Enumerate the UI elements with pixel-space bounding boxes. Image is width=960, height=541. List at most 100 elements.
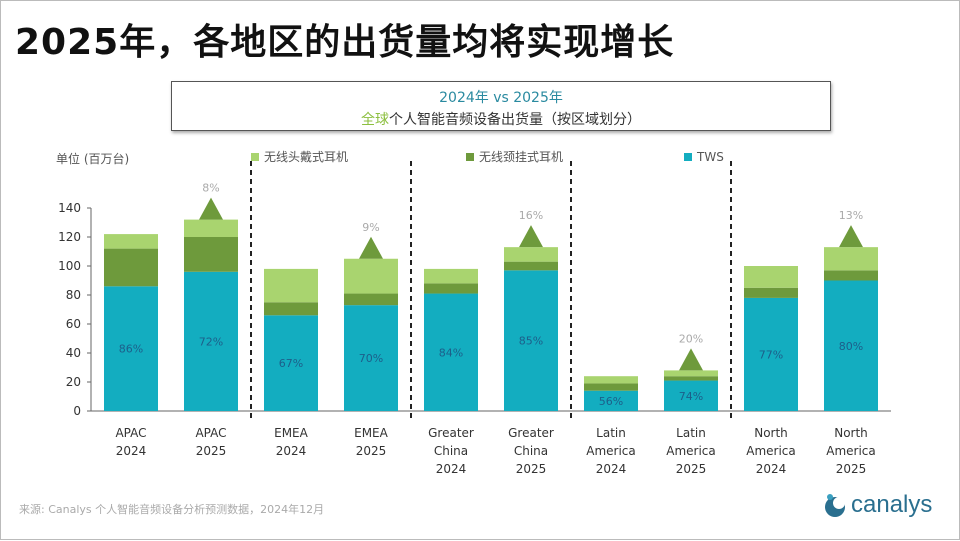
y-tick-label: 120 xyxy=(58,230,81,244)
x-tick-label: 2025 xyxy=(676,462,707,476)
bar-segment-无线头戴式耳机 xyxy=(744,266,798,288)
bar-segment-TWS xyxy=(264,315,318,411)
y-axis-label: 单位 (百万台) xyxy=(56,151,129,166)
y-tick-label: 40 xyxy=(66,346,81,360)
growth-arrow-icon xyxy=(679,348,703,371)
growth-arrow-icon xyxy=(839,225,863,248)
tws-share-label: 85% xyxy=(519,335,543,348)
legend-label: 无线头戴式耳机 xyxy=(264,149,348,164)
x-tick-label: 2024 xyxy=(596,462,627,476)
bar-segment-TWS xyxy=(664,380,718,411)
legend-swatch xyxy=(251,153,259,161)
x-tick-label: EMEA xyxy=(354,426,389,440)
x-tick-label: 2025 xyxy=(196,444,227,458)
bar-segment-无线颈挂式耳机 xyxy=(664,376,718,381)
x-tick-label: 2024 xyxy=(756,462,787,476)
tws-share-label: 67% xyxy=(279,357,303,370)
x-tick-label: 2025 xyxy=(836,462,867,476)
bar-segment-无线头戴式耳机 xyxy=(584,376,638,384)
bar-segment-TWS xyxy=(104,286,158,411)
subtitle-text: 个人智能音频设备出货量（按区域划分） xyxy=(389,112,641,128)
x-tick-label: China xyxy=(514,444,548,458)
x-tick-label: Latin xyxy=(676,426,706,440)
bar-segment-无线头戴式耳机 xyxy=(424,268,478,284)
chart-subtitle-box: 2024年 vs 2025年 全球个人智能音频设备出货量（按区域划分） xyxy=(171,81,831,131)
y-tick-label: 140 xyxy=(58,201,81,215)
bar-segment-无线颈挂式耳机 xyxy=(504,261,558,271)
growth-label: 13% xyxy=(839,209,863,222)
y-tick-label: 80 xyxy=(66,288,81,302)
bar-segment-TWS xyxy=(584,390,638,411)
bar-segment-无线颈挂式耳机 xyxy=(424,283,478,294)
growth-label: 9% xyxy=(362,221,379,234)
y-tick-label: 60 xyxy=(66,317,81,331)
x-tick-label: 2024 xyxy=(436,462,467,476)
legend-swatch xyxy=(684,153,692,161)
legend-label: TWS xyxy=(696,150,724,164)
x-tick-label: Greater xyxy=(428,426,474,440)
x-tick-label: 2024 xyxy=(116,444,147,458)
tws-share-label: 84% xyxy=(439,346,463,359)
tws-share-label: 56% xyxy=(599,395,623,408)
bar-segment-无线头戴式耳机 xyxy=(104,234,158,249)
bar-segment-TWS xyxy=(184,271,238,411)
x-tick-label: EMEA xyxy=(274,426,309,440)
tws-share-label: 72% xyxy=(199,335,223,348)
bar-segment-无线颈挂式耳机 xyxy=(104,248,158,287)
bar-segment-无线颈挂式耳机 xyxy=(184,237,238,272)
bar-segment-无线颈挂式耳机 xyxy=(264,302,318,316)
x-tick-label: Greater xyxy=(508,426,554,440)
bar-segment-无线颈挂式耳机 xyxy=(344,293,398,306)
source-note: 来源: Canalys 个人智能音频设备分析预测数据，2024年12月 xyxy=(19,503,325,516)
x-tick-label: North xyxy=(754,426,788,440)
chart-subtitle: 全球个人智能音频设备出货量（按区域划分） xyxy=(172,109,830,129)
growth-label: 16% xyxy=(519,209,543,222)
bar-segment-无线头戴式耳机 xyxy=(344,258,398,294)
growth-label: 8% xyxy=(202,182,219,195)
canalys-logo: canalys xyxy=(821,491,932,519)
bar-segment-无线头戴式耳机 xyxy=(664,370,718,377)
bar-segment-TWS xyxy=(424,293,478,411)
legend-swatch xyxy=(466,153,474,161)
y-tick-label: 20 xyxy=(66,375,81,389)
chart-subtitle-years: 2024年 vs 2025年 xyxy=(439,90,563,106)
x-tick-label: China xyxy=(434,444,468,458)
y-tick-label: 100 xyxy=(58,259,81,273)
bar-segment-TWS xyxy=(504,270,558,411)
growth-label: 20% xyxy=(679,332,703,345)
tws-share-label: 74% xyxy=(679,390,703,403)
canalys-logo-icon xyxy=(825,494,845,517)
bar-segment-TWS xyxy=(344,305,398,411)
x-tick-label: APAC xyxy=(195,426,226,440)
tws-share-label: 70% xyxy=(359,352,383,365)
bar-segment-TWS xyxy=(824,280,878,411)
x-tick-label: America xyxy=(746,444,796,458)
x-tick-label: North xyxy=(834,426,868,440)
bar-segment-无线头戴式耳机 xyxy=(824,247,878,271)
x-tick-label: America xyxy=(666,444,716,458)
x-tick-label: America xyxy=(826,444,876,458)
growth-arrow-icon xyxy=(519,225,543,248)
x-tick-label: 2025 xyxy=(356,444,387,458)
bar-segment-无线头戴式耳机 xyxy=(184,219,238,237)
tws-share-label: 80% xyxy=(839,340,863,353)
bar-segment-无线头戴式耳机 xyxy=(264,268,318,303)
x-tick-label: America xyxy=(586,444,636,458)
x-tick-label: 2024 xyxy=(276,444,307,458)
tws-share-label: 77% xyxy=(759,348,783,361)
bar-segment-无线颈挂式耳机 xyxy=(824,270,878,281)
x-tick-label: 2025 xyxy=(516,462,547,476)
x-tick-label: Latin xyxy=(596,426,626,440)
growth-arrow-icon xyxy=(199,197,223,220)
subtitle-highlight: 全球 xyxy=(361,112,389,128)
x-tick-label: APAC xyxy=(115,426,146,440)
tws-share-label: 86% xyxy=(119,343,143,356)
logo-text: canalys xyxy=(851,491,933,518)
bar-segment-TWS xyxy=(744,297,798,411)
bar-segment-无线颈挂式耳机 xyxy=(584,383,638,391)
bar-segment-无线颈挂式耳机 xyxy=(744,287,798,298)
bar-segment-无线头戴式耳机 xyxy=(504,247,558,262)
growth-arrow-icon xyxy=(359,236,383,259)
page-title: 2025年，各地区的出货量均将实现增长 xyxy=(15,22,675,63)
